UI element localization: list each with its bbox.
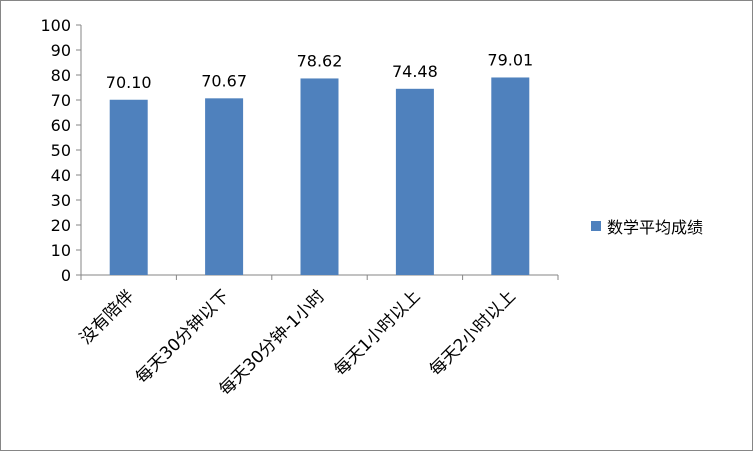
data-label: 70.10 <box>106 73 152 92</box>
y-tick-label: 30 <box>51 191 71 210</box>
data-label: 74.48 <box>392 62 438 81</box>
y-tick-label: 60 <box>51 116 71 135</box>
y-tick-label: 90 <box>51 41 71 60</box>
y-tick-label: 100 <box>40 16 71 35</box>
y-tick-label: 20 <box>51 216 71 235</box>
y-tick-label: 40 <box>51 166 71 185</box>
data-label: 70.67 <box>201 71 247 90</box>
x-tick-label: 每天30分钟-1小时 <box>215 286 329 400</box>
legend-label: 数学平均成绩 <box>607 218 703 237</box>
data-label: 78.62 <box>297 51 343 70</box>
y-tick-label: 70 <box>51 91 71 110</box>
x-tick-label: 每天30分钟以下 <box>132 286 234 388</box>
y-tick-label: 0 <box>61 266 71 285</box>
x-tick-label: 没有陪伴 <box>76 286 138 348</box>
y-tick-label: 80 <box>51 66 71 85</box>
x-tick-label: 每天1小时以上 <box>331 286 425 380</box>
y-tick-label: 50 <box>51 141 71 160</box>
bar <box>109 99 148 275</box>
legend-swatch <box>591 221 601 231</box>
bar <box>491 77 530 275</box>
data-label: 79.01 <box>487 50 533 69</box>
x-tick-label: 每天2小时以上 <box>426 286 520 380</box>
bar <box>205 98 244 275</box>
bar <box>300 78 339 275</box>
y-tick-label: 10 <box>51 241 71 260</box>
bar <box>395 88 434 275</box>
